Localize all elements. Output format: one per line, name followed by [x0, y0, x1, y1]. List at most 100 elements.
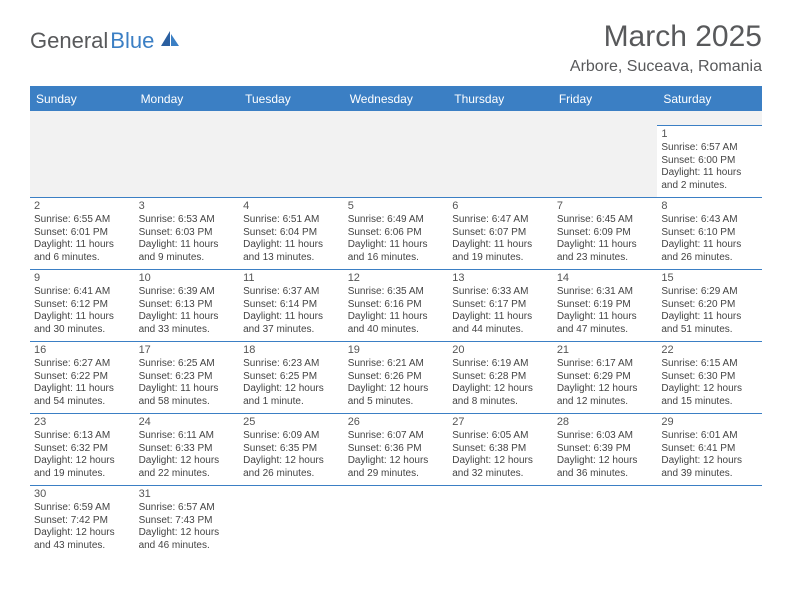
daylight-text: and 44 minutes.: [452, 324, 549, 337]
sunrise-text: Sunrise: 6:55 AM: [34, 214, 131, 227]
day-number: 22: [661, 344, 758, 358]
daylight-text: Daylight: 11 hours: [34, 383, 131, 396]
calendar-day-cell: 12Sunrise: 6:35 AMSunset: 6:16 PMDayligh…: [344, 269, 449, 341]
sunrise-text: Sunrise: 6:35 AM: [348, 286, 445, 299]
sunrise-text: Sunrise: 6:11 AM: [139, 430, 236, 443]
daylight-text: and 29 minutes.: [348, 468, 445, 481]
calendar-day-cell: 1Sunrise: 6:57 AMSunset: 6:00 PMDaylight…: [657, 125, 762, 197]
daylight-text: Daylight: 12 hours: [348, 455, 445, 468]
calendar-day-cell: 10Sunrise: 6:39 AMSunset: 6:13 PMDayligh…: [135, 269, 240, 341]
calendar-day-cell: [135, 125, 240, 197]
sunset-text: Sunset: 6:32 PM: [34, 443, 131, 456]
day-number: 28: [557, 416, 654, 430]
weekday-header: Monday: [135, 87, 240, 111]
day-number: 16: [34, 344, 131, 358]
sunrise-text: Sunrise: 6:13 AM: [34, 430, 131, 443]
sunrise-text: Sunrise: 6:39 AM: [139, 286, 236, 299]
calendar-day-cell: 8Sunrise: 6:43 AMSunset: 6:10 PMDaylight…: [657, 197, 762, 269]
daylight-text: Daylight: 11 hours: [139, 311, 236, 324]
daylight-text: Daylight: 12 hours: [243, 455, 340, 468]
title-block: March 2025 Arbore, Suceava, Romania: [570, 20, 762, 76]
sunrise-text: Sunrise: 6:29 AM: [661, 286, 758, 299]
calendar-day-cell: 5Sunrise: 6:49 AMSunset: 6:06 PMDaylight…: [344, 197, 449, 269]
calendar-day-cell: [553, 485, 658, 557]
daylight-text: and 9 minutes.: [139, 252, 236, 265]
calendar-day-cell: 23Sunrise: 6:13 AMSunset: 6:32 PMDayligh…: [30, 413, 135, 485]
day-number: 14: [557, 272, 654, 286]
calendar-day-cell: 30Sunrise: 6:59 AMSunset: 7:42 PMDayligh…: [30, 485, 135, 557]
day-number: 19: [348, 344, 445, 358]
sunrise-text: Sunrise: 6:33 AM: [452, 286, 549, 299]
calendar-week-row: 2Sunrise: 6:55 AMSunset: 6:01 PMDaylight…: [30, 197, 762, 269]
daylight-text: and 46 minutes.: [139, 540, 236, 553]
calendar-day-cell: 3Sunrise: 6:53 AMSunset: 6:03 PMDaylight…: [135, 197, 240, 269]
daylight-text: and 1 minute.: [243, 396, 340, 409]
sunrise-text: Sunrise: 6:59 AM: [34, 502, 131, 515]
calendar-day-cell: [448, 485, 553, 557]
daylight-text: Daylight: 12 hours: [34, 455, 131, 468]
sunrise-text: Sunrise: 6:03 AM: [557, 430, 654, 443]
daylight-text: and 54 minutes.: [34, 396, 131, 409]
calendar-day-cell: 15Sunrise: 6:29 AMSunset: 6:20 PMDayligh…: [657, 269, 762, 341]
day-number: 12: [348, 272, 445, 286]
day-number: 6: [452, 200, 549, 214]
calendar-day-cell: 26Sunrise: 6:07 AMSunset: 6:36 PMDayligh…: [344, 413, 449, 485]
sunrise-text: Sunrise: 6:57 AM: [661, 142, 758, 155]
sunset-text: Sunset: 6:01 PM: [34, 227, 131, 240]
calendar-day-cell: 4Sunrise: 6:51 AMSunset: 6:04 PMDaylight…: [239, 197, 344, 269]
sunset-text: Sunset: 6:35 PM: [243, 443, 340, 456]
daylight-text: Daylight: 11 hours: [348, 239, 445, 252]
day-number: 13: [452, 272, 549, 286]
daylight-text: and 19 minutes.: [452, 252, 549, 265]
day-number: 3: [139, 200, 236, 214]
daylight-text: Daylight: 12 hours: [661, 455, 758, 468]
day-number: 4: [243, 200, 340, 214]
sunrise-text: Sunrise: 6:45 AM: [557, 214, 654, 227]
daylight-text: Daylight: 11 hours: [452, 311, 549, 324]
header: General Blue March 2025 Arbore, Suceava,…: [30, 20, 762, 76]
day-number: 23: [34, 416, 131, 430]
sunrise-text: Sunrise: 6:27 AM: [34, 358, 131, 371]
sunset-text: Sunset: 6:16 PM: [348, 299, 445, 312]
daylight-text: and 51 minutes.: [661, 324, 758, 337]
sunset-text: Sunset: 7:43 PM: [139, 515, 236, 528]
calendar-day-cell: 24Sunrise: 6:11 AMSunset: 6:33 PMDayligh…: [135, 413, 240, 485]
calendar-day-cell: [30, 125, 135, 197]
calendar-day-cell: 25Sunrise: 6:09 AMSunset: 6:35 PMDayligh…: [239, 413, 344, 485]
sunrise-text: Sunrise: 6:15 AM: [661, 358, 758, 371]
daylight-text: Daylight: 11 hours: [348, 311, 445, 324]
daylight-text: and 32 minutes.: [452, 468, 549, 481]
daylight-text: Daylight: 12 hours: [139, 455, 236, 468]
day-number: 30: [34, 488, 131, 502]
sunset-text: Sunset: 6:13 PM: [139, 299, 236, 312]
calendar-day-cell: [239, 125, 344, 197]
calendar-day-cell: 9Sunrise: 6:41 AMSunset: 6:12 PMDaylight…: [30, 269, 135, 341]
sunrise-text: Sunrise: 6:47 AM: [452, 214, 549, 227]
weekday-header: Thursday: [448, 87, 553, 111]
sunrise-text: Sunrise: 6:41 AM: [34, 286, 131, 299]
weekday-header: Tuesday: [239, 87, 344, 111]
sunrise-text: Sunrise: 6:31 AM: [557, 286, 654, 299]
daylight-text: Daylight: 11 hours: [243, 311, 340, 324]
day-number: 9: [34, 272, 131, 286]
calendar-body: 1Sunrise: 6:57 AMSunset: 6:00 PMDaylight…: [30, 111, 762, 557]
daylight-text: Daylight: 11 hours: [661, 167, 758, 180]
daylight-text: and 16 minutes.: [348, 252, 445, 265]
day-number: 1: [661, 128, 758, 142]
sunrise-text: Sunrise: 6:21 AM: [348, 358, 445, 371]
daylight-text: and 19 minutes.: [34, 468, 131, 481]
daylight-text: Daylight: 11 hours: [139, 383, 236, 396]
sunrise-text: Sunrise: 6:01 AM: [661, 430, 758, 443]
calendar-day-cell: 21Sunrise: 6:17 AMSunset: 6:29 PMDayligh…: [553, 341, 658, 413]
weekday-header: Sunday: [30, 87, 135, 111]
sunset-text: Sunset: 6:22 PM: [34, 371, 131, 384]
daylight-text: Daylight: 12 hours: [452, 383, 549, 396]
logo-text-general: General: [30, 28, 108, 54]
day-number: 31: [139, 488, 236, 502]
daylight-text: Daylight: 12 hours: [557, 383, 654, 396]
sunrise-text: Sunrise: 6:05 AM: [452, 430, 549, 443]
day-number: 25: [243, 416, 340, 430]
day-number: 29: [661, 416, 758, 430]
daylight-text: Daylight: 12 hours: [348, 383, 445, 396]
calendar-day-cell: 19Sunrise: 6:21 AMSunset: 6:26 PMDayligh…: [344, 341, 449, 413]
